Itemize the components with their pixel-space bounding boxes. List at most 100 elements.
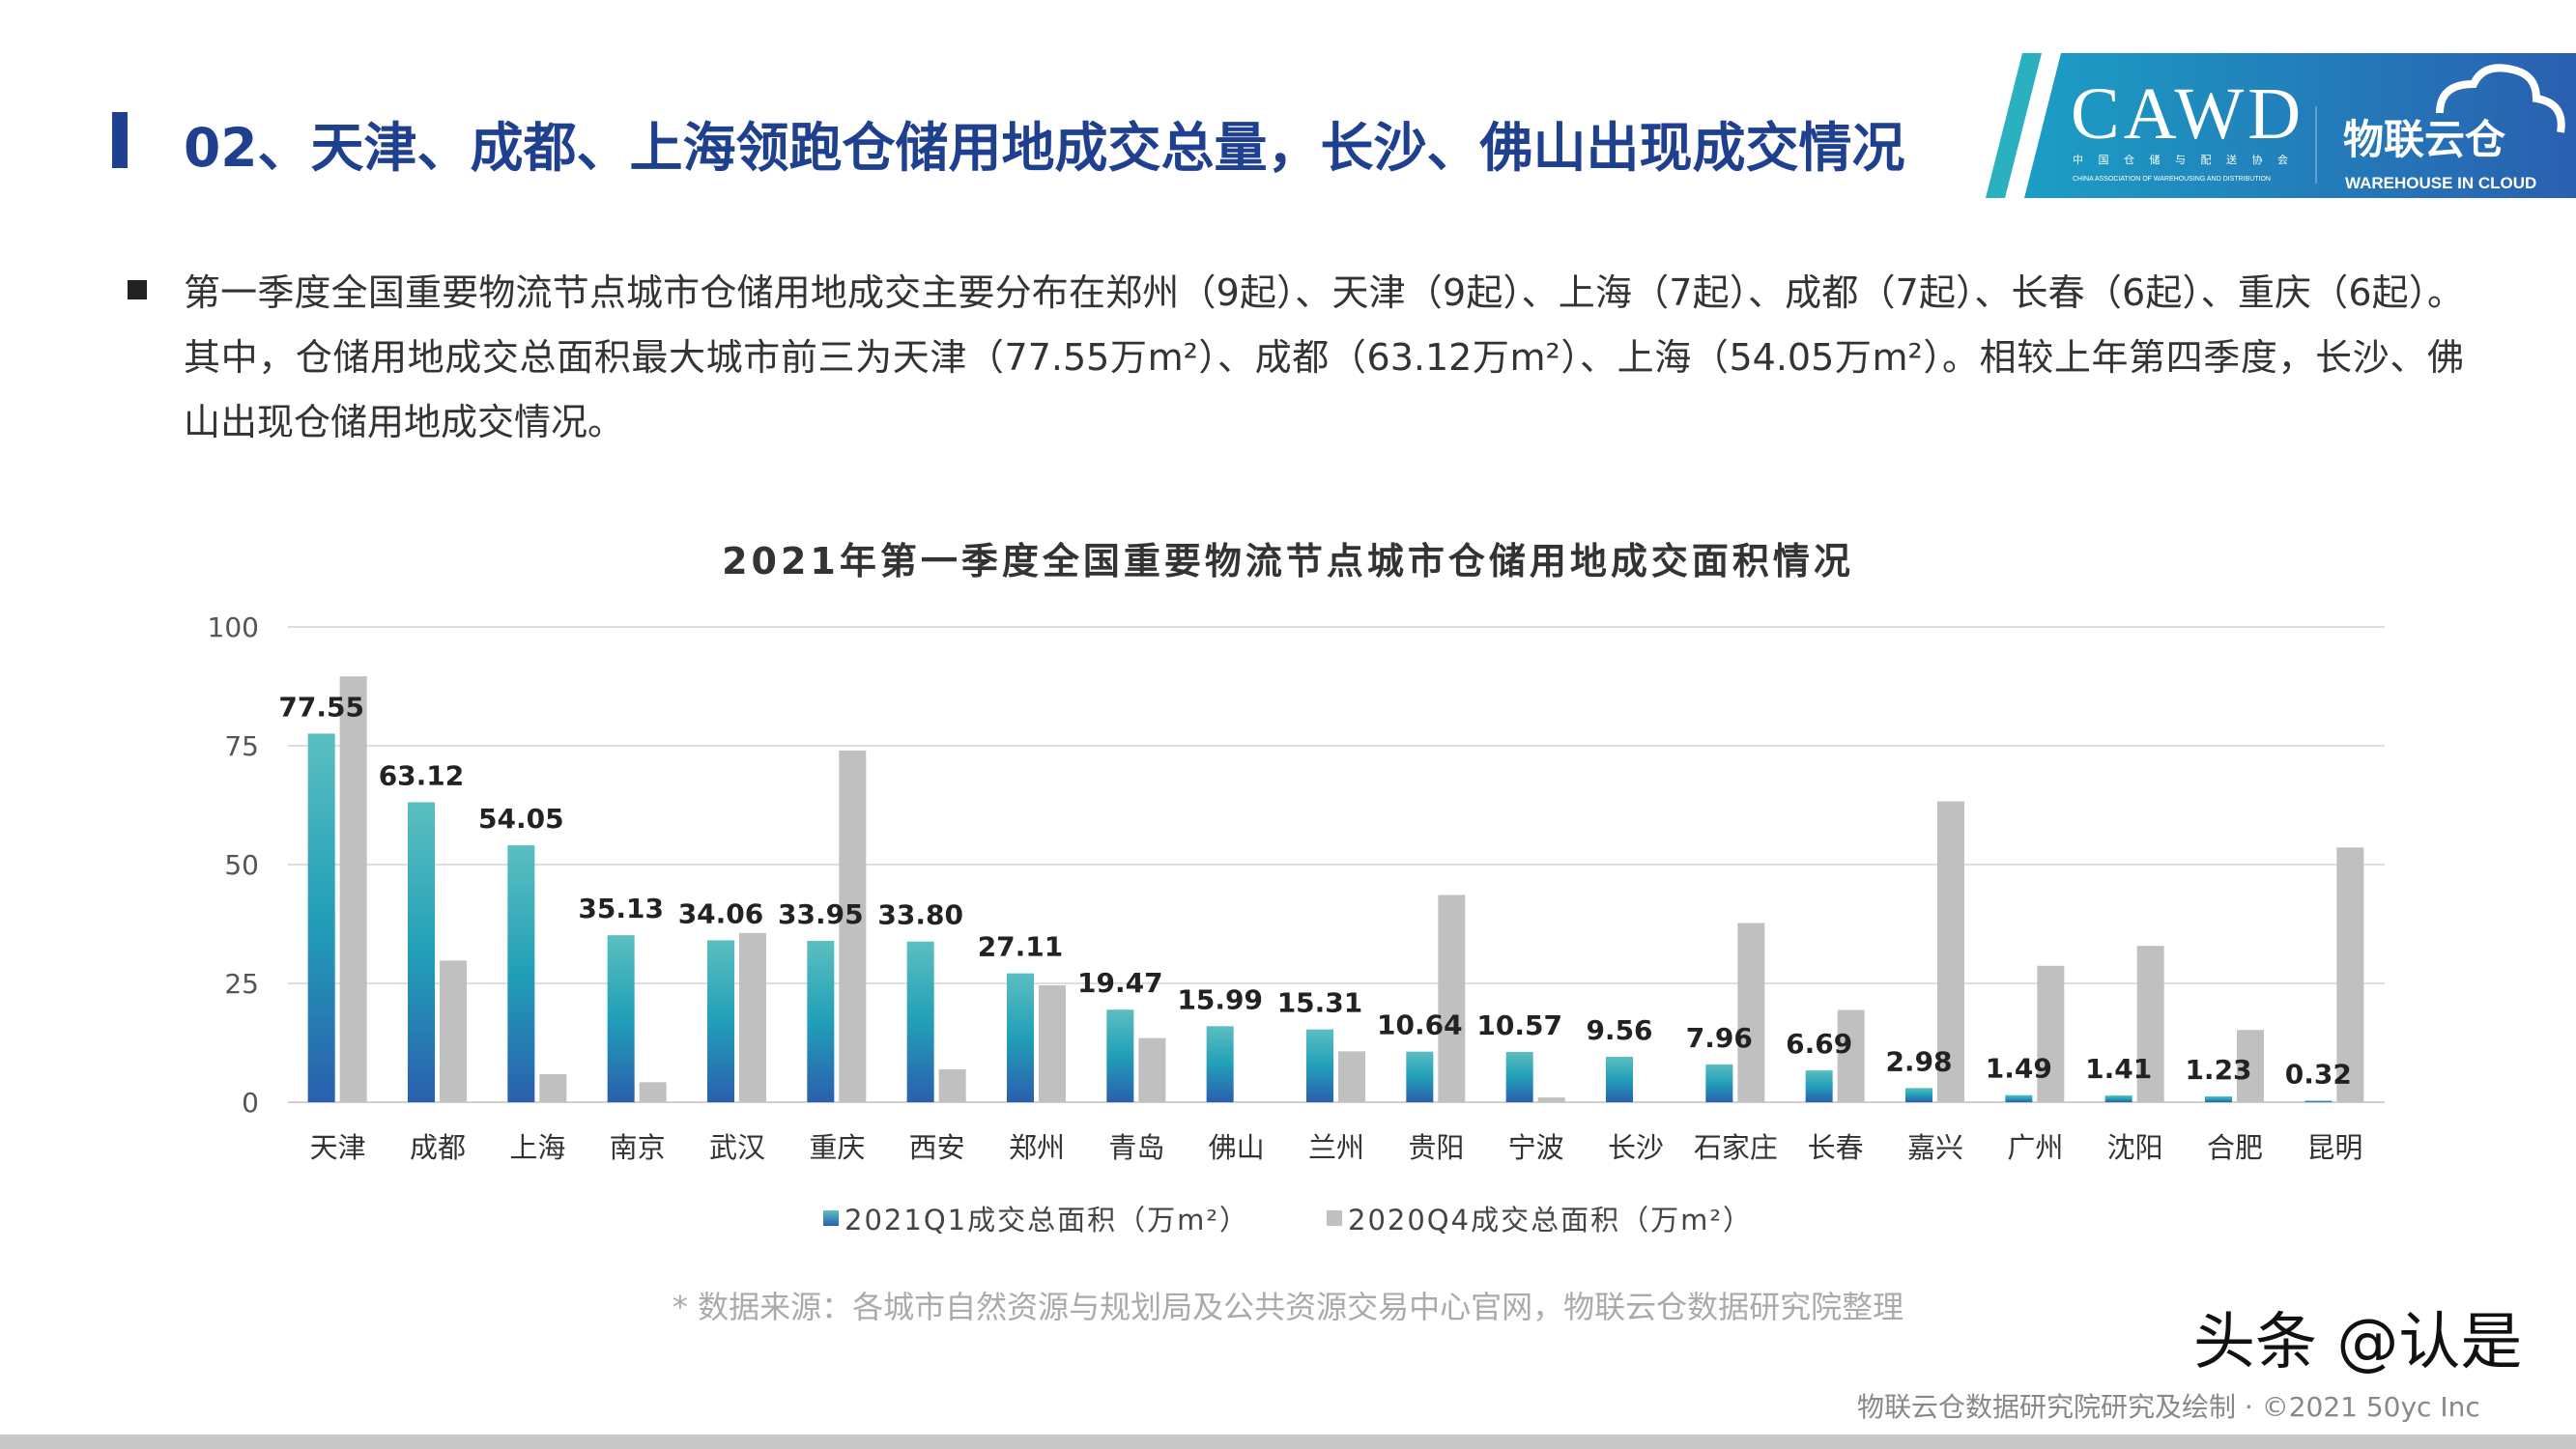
bar-2021q1: [2005, 1094, 2033, 1102]
data-label: 1.23: [2185, 1054, 2251, 1086]
x-tick-label: 嘉兴: [1907, 1131, 1963, 1164]
data-label: 77.55: [278, 691, 364, 723]
legend-swatch-2020q4: [1327, 1210, 1342, 1226]
bar-2021q1: [1007, 973, 1034, 1102]
bullet-square: [128, 280, 147, 299]
title-accent-bar: [112, 112, 128, 168]
bar-2020q4: [1937, 801, 1964, 1102]
data-label: 19.47: [1077, 967, 1163, 999]
x-tick-label: 长沙: [1608, 1131, 1664, 1164]
x-tick-label: 宁波: [1508, 1131, 1564, 1164]
x-tick-label: 郑州: [1009, 1131, 1065, 1164]
page-title: 02、天津、成都、上海领跑仓储用地成交总量，长沙、佛山出现成交情况: [184, 117, 1905, 179]
data-label: 7.96: [1686, 1022, 1753, 1054]
x-tick-label: 广州: [2007, 1131, 2063, 1164]
data-label: 33.95: [778, 898, 864, 930]
logo-cawd: CAWD: [2071, 73, 2304, 155]
bar-2021q1: [707, 940, 734, 1102]
x-tick-label: 佛山: [1209, 1131, 1265, 1164]
bar-2021q1: [607, 935, 635, 1102]
data-label: 0.32: [2285, 1058, 2352, 1090]
y-tick-label: 25: [224, 968, 259, 1000]
bar-2021q1: [906, 941, 934, 1102]
bar-2020q4: [539, 1073, 567, 1102]
legend-item-2021q1: 2021Q1成交总面积（万m²）: [823, 1198, 1249, 1238]
bar-2021q1: [408, 802, 435, 1102]
x-tick-label: 贵阳: [1408, 1131, 1464, 1164]
bar-2021q1: [807, 940, 835, 1102]
chart-title: 2021年第一季度全国重要物流节点城市仓储用地成交面积情况: [722, 540, 1854, 582]
x-tick-label: 成都: [410, 1131, 466, 1164]
legend-swatch-2021q1: [823, 1210, 840, 1226]
bar-2021q1: [1406, 1051, 1434, 1102]
bar-2020q4: [1537, 1097, 1565, 1102]
x-tick-label: 天津: [310, 1131, 366, 1164]
data-label: 34.06: [678, 897, 764, 929]
data-label: 15.31: [1277, 987, 1363, 1019]
data-label: 6.69: [1786, 1028, 1852, 1060]
data-label: 63.12: [379, 759, 465, 791]
data-label: 1.49: [1986, 1053, 2052, 1085]
x-tick-label: 兰州: [1308, 1131, 1364, 1164]
x-tick-label: 合肥: [2207, 1131, 2263, 1164]
bar-2021q1: [1705, 1064, 1733, 1102]
bar-2020q4: [739, 932, 766, 1102]
bar-2020q4: [1438, 895, 1466, 1102]
logo-cawd-cn: 中 国 仓 储 与 配 送 协 会: [2073, 153, 2294, 166]
bar-2021q1: [507, 845, 535, 1102]
bar-2021q1: [1805, 1070, 1833, 1102]
data-label: 27.11: [978, 931, 1064, 963]
x-tick-label: 石家庄: [1694, 1131, 1778, 1164]
bar-2021q1: [2104, 1095, 2132, 1102]
data-label: 15.99: [1177, 983, 1263, 1015]
data-label: 54.05: [478, 803, 564, 835]
data-label: 33.80: [877, 899, 963, 931]
y-tick-label: 50: [224, 849, 259, 881]
data-label: 2.98: [1885, 1045, 1952, 1077]
cawd-wic-logo: CAWD 中 国 仓 储 与 配 送 协 会 CHINA ASSOCIATION…: [1986, 53, 2576, 198]
watermark: 头条 @认是: [2193, 1307, 2523, 1378]
y-tick-label: 0: [242, 1087, 259, 1119]
bar-2021q1: [1606, 1056, 1633, 1102]
bar-2021q1: [1505, 1051, 1533, 1102]
x-tick-label: 西安: [909, 1131, 965, 1164]
bar-chart: 0 25 50 75 100 77.55 天津 63.12 成都 54.05 上海 35.13 南京 34…: [208, 611, 2385, 1164]
bar-2020q4: [339, 676, 367, 1102]
bar-2020q4: [2037, 965, 2065, 1102]
bar-2020q4: [839, 750, 867, 1102]
data-label: 10.64: [1377, 1009, 1463, 1041]
bar-2020q4: [1338, 1051, 1365, 1102]
source-note: * 数据来源：各城市自然资源与规划局及公共资源交易中心官网，物联云仓数据研究院整…: [672, 1289, 1904, 1325]
logo-wic-cn: 物联云仓: [2343, 116, 2506, 163]
bar-2020q4: [440, 960, 467, 1102]
bar-2021q1: [1905, 1088, 1932, 1102]
y-tick-label: 100: [208, 611, 259, 643]
legend-label-2021q1: 2021Q1成交总面积（万m²）: [844, 1204, 1249, 1236]
x-tick-label: 长春: [1808, 1131, 1864, 1164]
legend-item-2020q4: 2020Q4成交总面积（万m²）: [1327, 1198, 1753, 1238]
footer-credit: 物联云仓数据研究院研究及绘制 · ©2021 50yc Inc: [1857, 1391, 2480, 1423]
bar-2020q4: [1039, 984, 1066, 1102]
bottom-band: [0, 1435, 2576, 1449]
data-label: 1.41: [2085, 1053, 2152, 1085]
data-label: 9.56: [1586, 1014, 1652, 1046]
bar-2020q4: [639, 1082, 667, 1102]
bar-2021q1: [1206, 1026, 1234, 1102]
bar-2021q1: [1106, 1009, 1134, 1102]
bar-2020q4: [2136, 946, 2164, 1102]
logo-cawd-en: CHINA ASSOCIATION OF WAREHOUSING AND DIS…: [2073, 176, 2271, 183]
bar-2020q4: [938, 1069, 966, 1102]
logo-wic-en: WAREHOUSE IN CLOUD: [2345, 174, 2536, 192]
x-tick-label: 重庆: [809, 1131, 865, 1164]
bar-2021q1: [2205, 1095, 2232, 1102]
bar-2020q4: [1837, 1009, 1865, 1102]
x-tick-label: 沈阳: [2107, 1131, 2163, 1164]
legend-label-2020q4: 2020Q4成交总面积（万m²）: [1348, 1204, 1753, 1236]
data-label: 10.57: [1476, 1009, 1562, 1041]
data-label: 35.13: [578, 893, 664, 924]
x-tick-label: 青岛: [1108, 1131, 1164, 1164]
summary-paragraph: 第一季度全国重要物流节点城市仓储用地成交主要分布在郑州（9起）、天津（9起）、上…: [184, 271, 2464, 443]
bar-2020q4: [2237, 1030, 2264, 1102]
bar-2021q1: [1306, 1029, 1333, 1102]
bar-2021q1: [2304, 1100, 2333, 1102]
